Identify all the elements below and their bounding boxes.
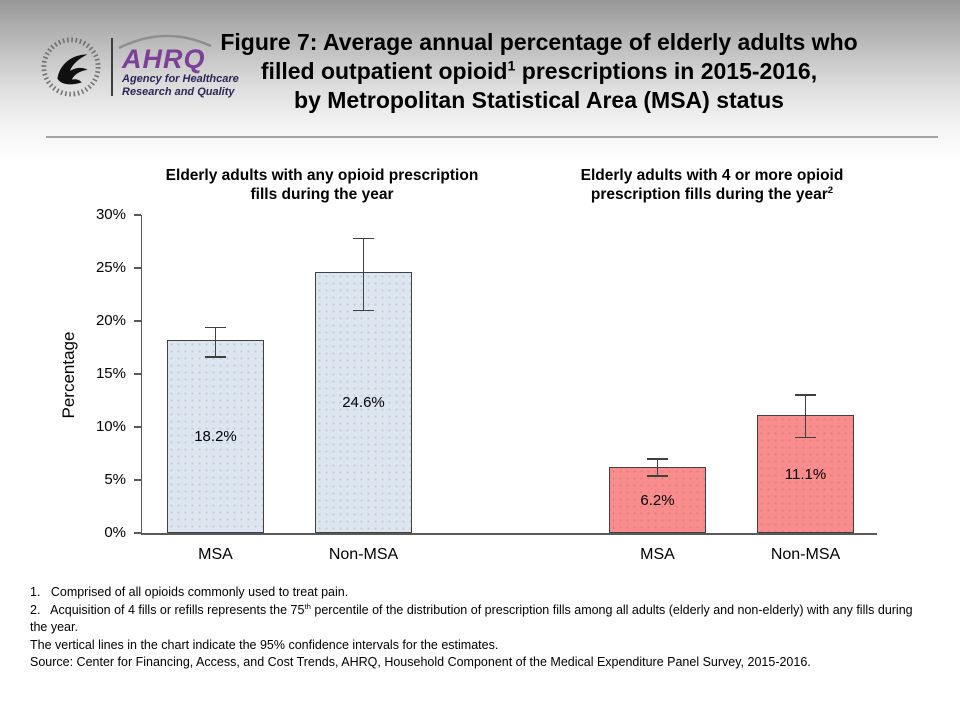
error-bar-cap-bottom xyxy=(647,475,668,477)
logo-arc-icon xyxy=(118,34,212,49)
error-bar-cap-top xyxy=(205,326,226,329)
bar-value-label: 24.6% xyxy=(342,394,385,412)
footnote-2: 2. Acquisition of 4 fills or refills rep… xyxy=(30,602,932,637)
y-tick-label: 25% xyxy=(95,259,126,276)
bar: 24.6% xyxy=(315,272,412,533)
y-tick-label: 0% xyxy=(104,524,126,541)
ahrq-wordmark: AHRQ xyxy=(122,44,206,74)
error-bar-cap-top xyxy=(353,237,374,240)
error-bar xyxy=(362,238,365,311)
error-bar xyxy=(656,458,659,476)
footnote-source: Source: Center for Financing, Access, an… xyxy=(30,655,811,669)
y-tick-label: 15% xyxy=(95,365,126,382)
category-label: MSA xyxy=(640,546,675,563)
y-tick xyxy=(133,479,141,481)
ahrq-logo: AHRQ Agency for Healthcare Research and … xyxy=(40,34,239,99)
slide-header: AHRQ Agency for Healthcare Research and … xyxy=(0,0,960,162)
figure-title-line2-tail: prescriptions in 2015-2016, xyxy=(515,58,818,84)
x-axis-line xyxy=(140,533,877,535)
y-tick xyxy=(133,320,141,322)
error-bar-cap-top xyxy=(795,394,816,396)
error-bar xyxy=(214,327,217,358)
y-tick xyxy=(133,373,141,375)
bar: 6.2% xyxy=(609,467,706,533)
ahrq-logo-text: AHRQ Agency for Healthcare Research and … xyxy=(118,34,239,99)
y-tick xyxy=(133,426,141,428)
figure-title-line2: filled outpatient opioid1 prescriptions … xyxy=(186,57,892,86)
error-bar-cap-top xyxy=(647,458,668,460)
bar: 18.2% xyxy=(167,340,264,533)
y-tick-label: 5% xyxy=(104,471,126,488)
error-bar-cap-bottom xyxy=(353,309,374,312)
figure-title: Figure 7: Average annual percentage of e… xyxy=(186,28,892,115)
figure-title-line1: Figure 7: Average annual percentage of e… xyxy=(220,29,858,55)
panel-title-4-or-more-text: Elderly adults with 4 or more opioid pre… xyxy=(580,167,844,203)
logo-divider xyxy=(111,37,113,96)
error-bar-cap-bottom xyxy=(795,436,816,439)
y-tick-label: 30% xyxy=(95,206,126,223)
error-bar xyxy=(804,395,807,438)
category-label: MSA xyxy=(198,546,233,563)
panel-title-4-or-more-sup: 2 xyxy=(827,184,834,196)
bar-value-label: 18.2% xyxy=(194,428,237,446)
footnote-2-text: 2. Acquisition of 4 fills or refills rep… xyxy=(30,602,305,617)
y-tick xyxy=(133,532,141,534)
footnotes: 1. Comprised of all opioids commonly use… xyxy=(30,584,932,672)
footnote-confidence-intervals: The vertical lines in the chart indicate… xyxy=(30,637,499,652)
y-tick xyxy=(133,214,141,216)
footnote-2-superscript: th xyxy=(304,601,311,611)
y-tick-label: 10% xyxy=(95,418,126,435)
footnote-2-tail: percentile of the distribution of prescr… xyxy=(30,602,917,635)
figure-title-line2-text: filled outpatient opioid xyxy=(260,58,508,84)
category-label: Non-MSA xyxy=(328,546,399,563)
footnote-1: 1. Comprised of all opioids commonly use… xyxy=(30,585,349,599)
ahrq-tagline: Agency for Healthcare Research and Quali… xyxy=(122,73,239,99)
hhs-eagle-icon xyxy=(41,36,101,97)
figure-title-line3: by Metropolitan Statistical Area (MSA) s… xyxy=(294,87,784,113)
bar-value-label: 6.2% xyxy=(640,491,675,509)
panel-title-any-opioid-text: Elderly adults with any opioid prescript… xyxy=(165,167,479,203)
y-tick-label: 20% xyxy=(95,312,126,329)
ahrq-tagline-line2: Research and Quality xyxy=(122,86,235,98)
panel-title-any-opioid: Elderly adults with any opioid prescript… xyxy=(152,166,492,204)
category-label: Non-MSA xyxy=(770,546,841,563)
ahrq-tagline-line1: Agency for Healthcare xyxy=(122,73,239,85)
header-divider xyxy=(46,136,938,138)
error-bar-cap-bottom xyxy=(205,356,226,358)
y-axis-line xyxy=(140,215,142,533)
y-tick xyxy=(133,267,141,269)
bar-value-label: 11.1% xyxy=(784,465,827,483)
figure-title-superscript: 1 xyxy=(507,58,516,75)
panel-title-4-or-more: Elderly adults with 4 or more opioid pre… xyxy=(557,166,867,204)
